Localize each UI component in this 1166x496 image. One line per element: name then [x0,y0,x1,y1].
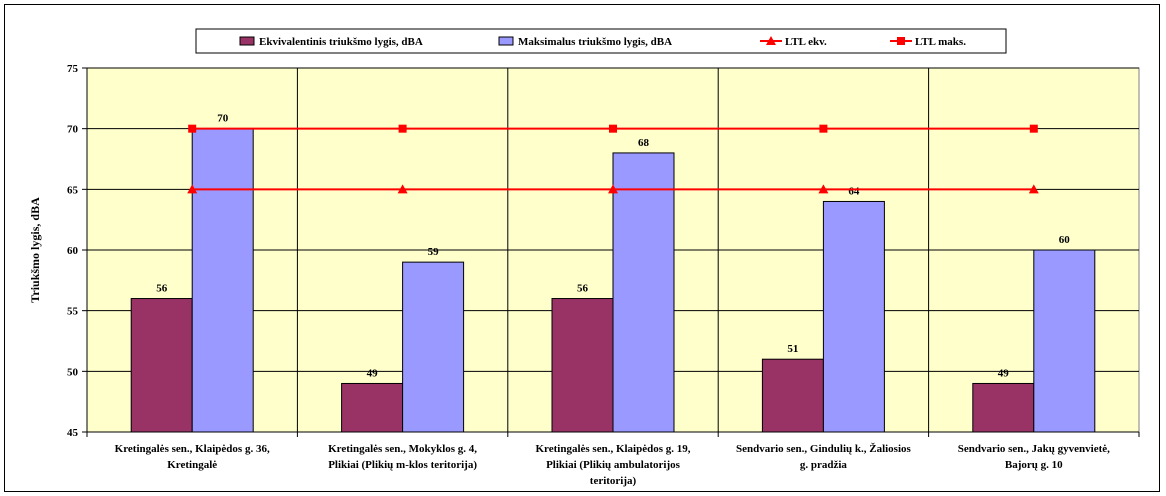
category-label: Sendvario sen., Gindulių k., Žaliosios g.… [736,443,912,471]
category-label-line: teritorija) [590,475,637,487]
y-tick-label: 70 [67,124,79,136]
category-label-line: Kretingalės sen., Klaipėdos g. 19, [535,443,690,455]
data-label: 51 [787,343,798,355]
marker-square [819,124,828,133]
chart-frame: 45 50 55 60 65 70 75 56 49 56 51 49 70 59 68 64 60 Kretin… [4,4,1160,492]
marker-square [398,124,407,133]
legend-label: LTL maks. [915,36,966,48]
marker-triangle [187,184,198,194]
bar-maximum [1033,249,1096,433]
bar-maximum [822,200,885,433]
bar-equivalent [972,382,1035,433]
legend: Ekvivalentinis triukšmo lygis, dBA Maksim… [195,28,1007,54]
category-label-line: Kretingalės sen., Mokyklos g. 4, [328,443,477,455]
y-tick-label: 65 [67,184,79,196]
marker-triangle [608,184,618,194]
category-label: Kretingalės sen., Klaipėdos g. 19, Plikia… [535,443,690,487]
legend-swatch [498,36,514,46]
category-label-line: Kretingalė [167,459,217,471]
data-label: 68 [638,137,650,149]
category-label-line: Bajorų g. 10 [1005,459,1063,471]
chart: 45 50 55 60 65 70 75 56 49 56 51 49 70 59 68 64 60 Kretin… [28,28,1140,487]
bar-equivalent [761,358,824,433]
data-label: 49 [998,367,1010,379]
category-label-line: Kretingalės sen., Klaipėdos g. 36, [115,443,270,455]
legend-label: Ekvivalentinis triukšmo lygis, dBA [259,36,423,48]
category-label: Kretingalės sen., Klaipėdos g. 36, Kretin… [115,443,270,471]
marker-triangle [818,184,829,194]
category-label-line: Sendvario sen., Jakų gyvenvietė, [958,443,1110,455]
data-label: 60 [1059,234,1071,246]
bar-maximum [612,152,675,433]
data-label: 70 [217,113,229,125]
legend-swatch [239,36,255,46]
legend-label: Maksimalus triukšmo lygis, dBA [518,36,672,48]
data-label: 56 [156,283,168,295]
category-label-line: Sendvario sen., Gindulių k., Žaliosios [736,443,912,455]
legend-marker-square [897,37,905,45]
bar-equivalent [551,298,614,433]
marker-triangle [1028,184,1039,194]
data-label: 49 [367,367,379,379]
category-label: Sendvario sen., Jakų gyvenvietė, Bajorų g… [958,443,1110,471]
marker-square [1029,124,1038,133]
category-label: Kretingalės sen., Mokyklos g. 4, Plikiai … [328,443,477,471]
data-label: 59 [428,246,440,258]
marker-square [188,124,197,133]
y-axis-title: Triukšmo lygis, dBA [28,197,42,303]
category-label-line: Plikiai (Plikių ambulatorijos [546,459,681,471]
bar-maximum [191,128,254,433]
y-tick-label: 75 [67,63,79,75]
legend-marker-triangle [766,36,776,45]
y-tick-label: 55 [67,306,79,318]
data-label: 64 [848,185,860,197]
marker-triangle [397,184,408,194]
legend-box [195,28,1007,54]
legend-label: LTL ekv. [785,36,827,48]
category-label-line: g. pradžia [800,459,848,471]
marker-square [609,124,617,133]
bar-equivalent [341,382,404,433]
y-tick-label: 45 [67,427,79,439]
category-label-line: Plikiai (Plikių m-klos teritorija) [328,459,477,471]
bar-maximum [402,261,465,433]
y-tick-label: 60 [67,245,79,257]
bar-equivalent [130,298,193,433]
y-tick-label: 50 [67,366,79,378]
data-label: 56 [577,283,589,295]
